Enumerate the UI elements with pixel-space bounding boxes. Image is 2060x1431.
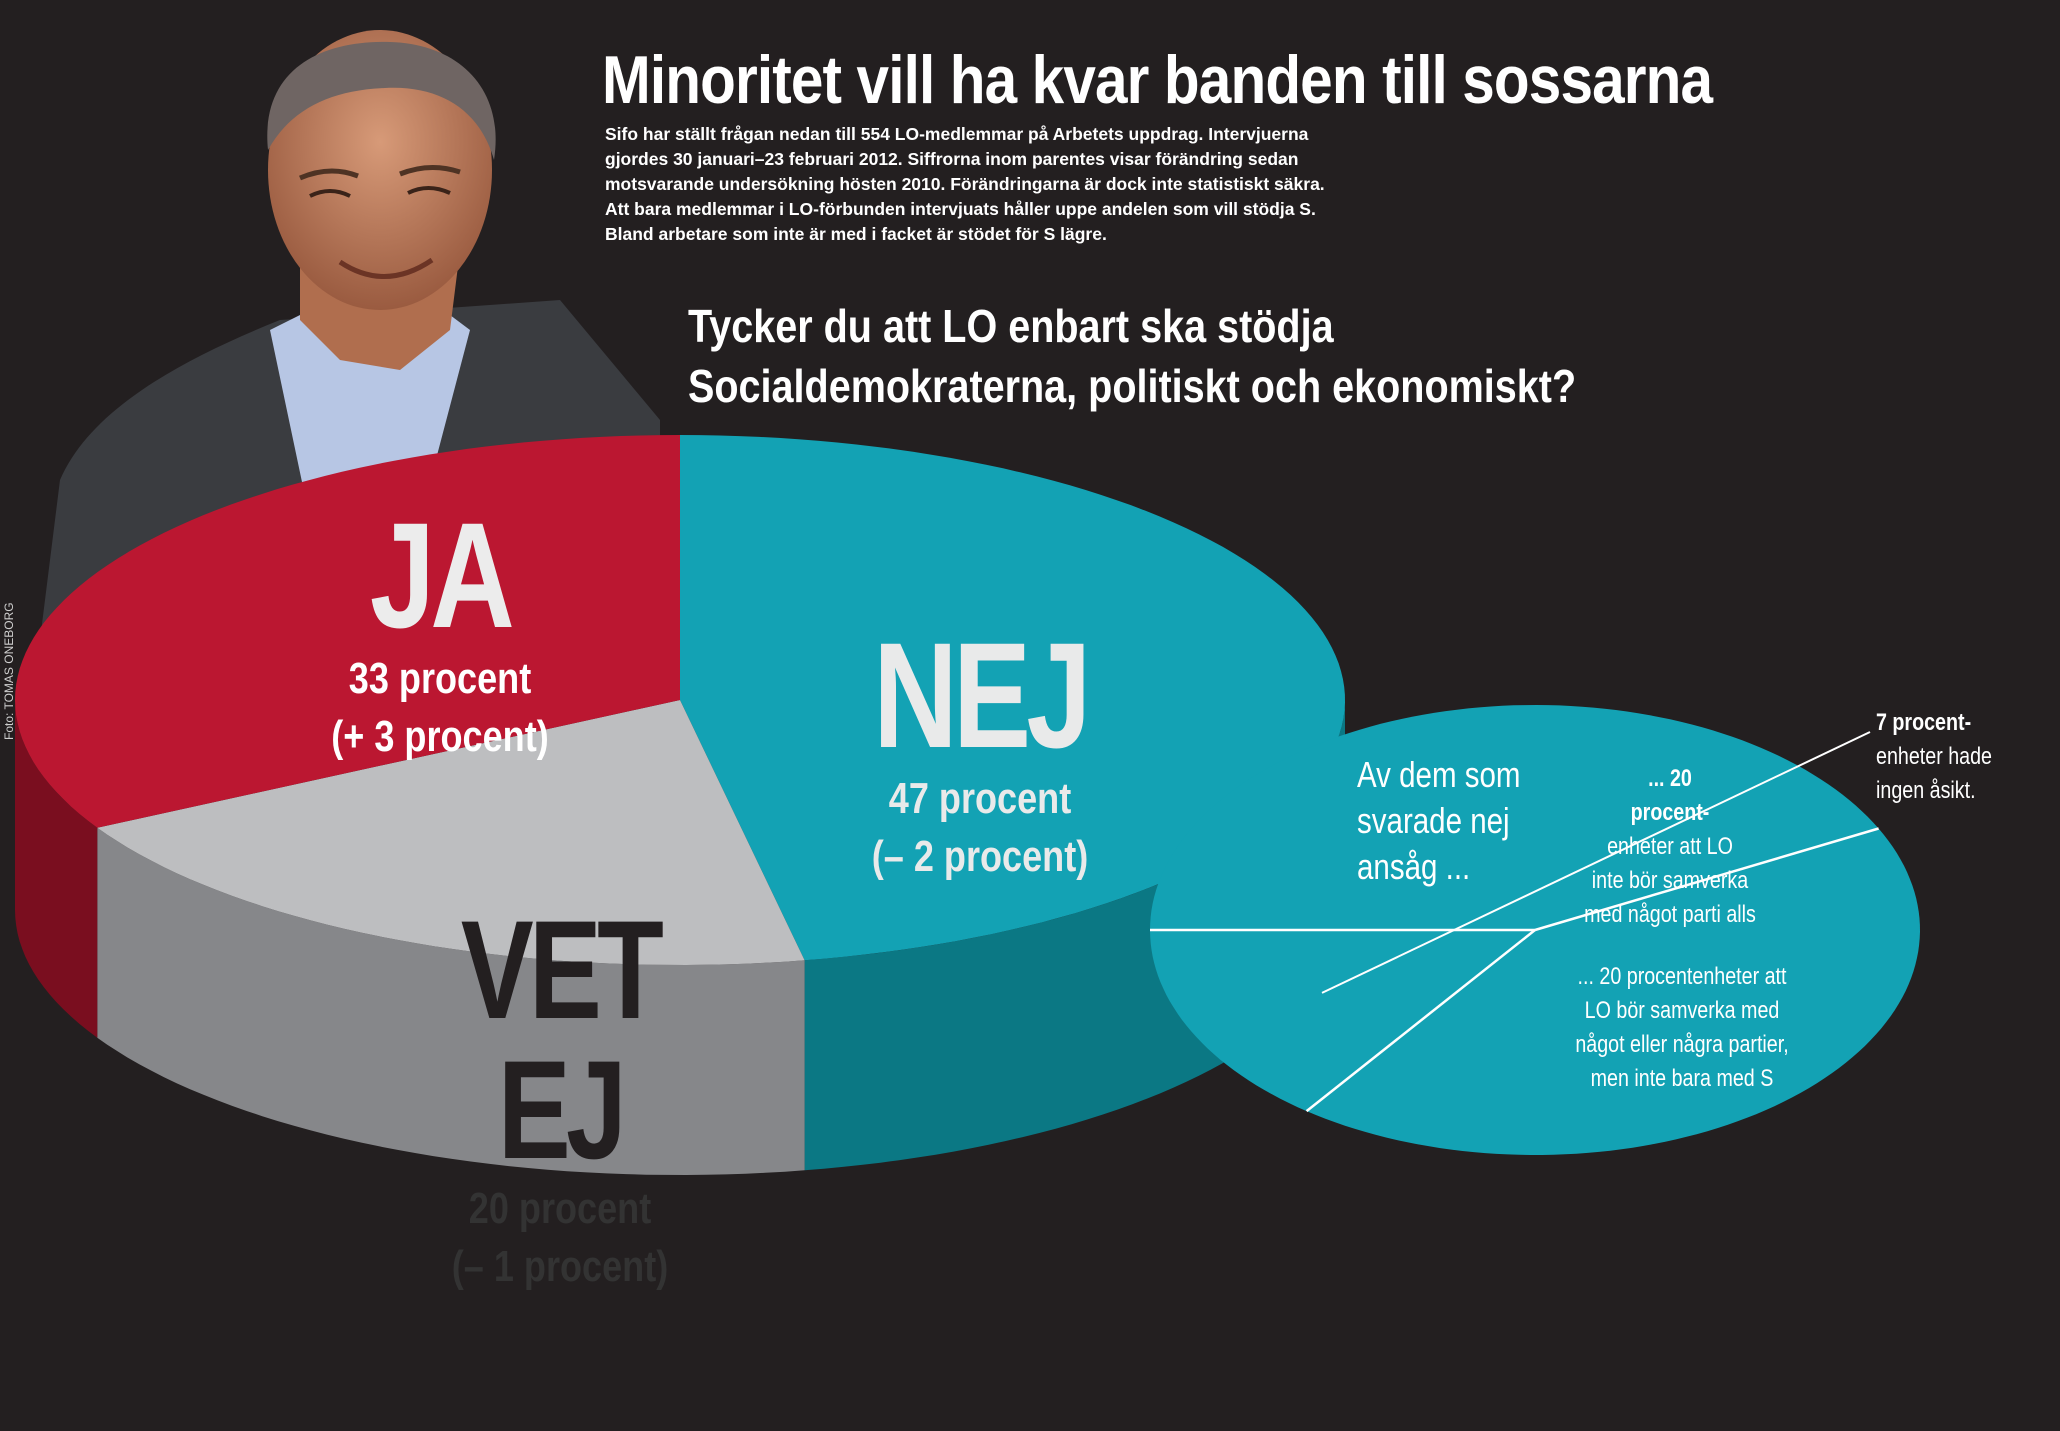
slice-value: 20 procent — [468, 1184, 652, 1233]
breakdown-slice-nagra_partier — [1306, 828, 1920, 1155]
slice-value: 47 procent — [888, 774, 1072, 823]
slice-label-ja: JA 33 procent (+ 3 procent) — [290, 500, 590, 766]
label-line: enheter att LO — [1607, 833, 1733, 860]
slice-label-vet-ej: VET EJ 20 procent (– 1 procent) — [380, 900, 740, 1296]
breakdown-slice-ingen_asikt — [1150, 930, 1535, 1112]
lead-line: ansåg ... — [1357, 846, 1471, 887]
portrait-eye-right — [407, 186, 451, 195]
intro-line: gjordes 30 januari–23 februari 2012. Sif… — [605, 149, 1299, 169]
lead-line: svarade nej — [1357, 800, 1510, 841]
breakdown-divider — [1534, 827, 1879, 932]
portrait-hair — [267, 41, 496, 160]
pie-side-nej — [804, 700, 1345, 1171]
survey-question: Tycker du att LO enbart ska stödja Socia… — [688, 296, 1576, 416]
intro-line: Att bara medlemmar i LO-förbunden interv… — [605, 199, 1316, 219]
label-line: ... 20 — [1648, 765, 1692, 792]
label-line: med något parti alls — [1584, 901, 1756, 928]
slice-name: NEJ — [873, 611, 1091, 779]
portrait-eye-left — [309, 189, 351, 198]
intro-line: motsvarande undersökning hösten 2010. Fö… — [605, 174, 1325, 194]
breakdown-label-no-party: ... 20 procent- enheter att LO inte bör … — [1563, 762, 1776, 932]
question-line: Tycker du att LO enbart ska stödja — [688, 300, 1334, 352]
label-line: men inte bara med S — [1590, 1065, 1774, 1092]
slice-value: 33 procent — [348, 654, 532, 703]
main-pie-chart — [15, 435, 1345, 1175]
intro-line: Bland arbetare som inte är med i facket … — [605, 224, 1107, 244]
breakdown-lead-text: Av dem som svarade nej ansåg ... — [1357, 752, 1521, 890]
portrait-brow-left — [299, 168, 359, 181]
pie-side-ja — [15, 700, 98, 1038]
slice-change: (+ 3 procent) — [331, 712, 549, 761]
pie-slice-ja — [15, 435, 680, 828]
breakdown-label-some-parties: ... 20 procentenheter att LO bör samverk… — [1559, 960, 1805, 1096]
breakdown-leader-line — [1321, 731, 1871, 994]
label-line: LO bör samverka med — [1584, 997, 1780, 1024]
slice-change: (– 1 procent) — [451, 1242, 669, 1291]
pie-slice-vet_ej — [97, 700, 805, 965]
label-line: något eller några partier, — [1575, 1031, 1789, 1058]
label-line: enheter hade — [1876, 743, 1993, 770]
slice-name: JA — [369, 491, 515, 659]
portrait-brow-right — [399, 165, 461, 177]
nej-breakdown-chart — [1150, 705, 1920, 1155]
intro-text: Sifo har ställt frågan nedan till 554 LO… — [605, 122, 1405, 247]
intro-line: Sifo har ställt frågan nedan till 554 LO… — [605, 124, 1309, 144]
label-line: inte bör samverka — [1591, 867, 1749, 894]
portrait-mouth — [338, 257, 434, 279]
label-line: 7 procent- — [1876, 709, 1972, 736]
pie-side-vet_ej — [97, 827, 805, 1175]
page-title: Minoritet vill ha kvar banden till sossa… — [602, 42, 1713, 118]
pie-slice-nej — [680, 435, 1345, 961]
breakdown-label-no-opinion: 7 procent- enheter hade ingen åsikt. — [1876, 706, 2040, 808]
label-line: ... 20 procentenheter att — [1577, 963, 1787, 990]
breakdown-slice-ingen_parti — [1150, 705, 1879, 930]
breakdown-divider — [1305, 929, 1536, 1113]
lead-line: Av dem som — [1357, 754, 1521, 795]
photo-credit: Foto: TOMAS ONEBORG — [2, 602, 16, 740]
label-line: procent- — [1630, 799, 1710, 826]
slice-name: VET EJ — [460, 891, 664, 1188]
question-line: Socialdemokraterna, politiskt och ekonom… — [688, 360, 1577, 412]
slice-label-nej: NEJ 47 procent (– 2 procent) — [800, 620, 1160, 886]
label-line: ingen åsikt. — [1876, 777, 1976, 804]
slice-change: (– 2 procent) — [871, 832, 1089, 881]
